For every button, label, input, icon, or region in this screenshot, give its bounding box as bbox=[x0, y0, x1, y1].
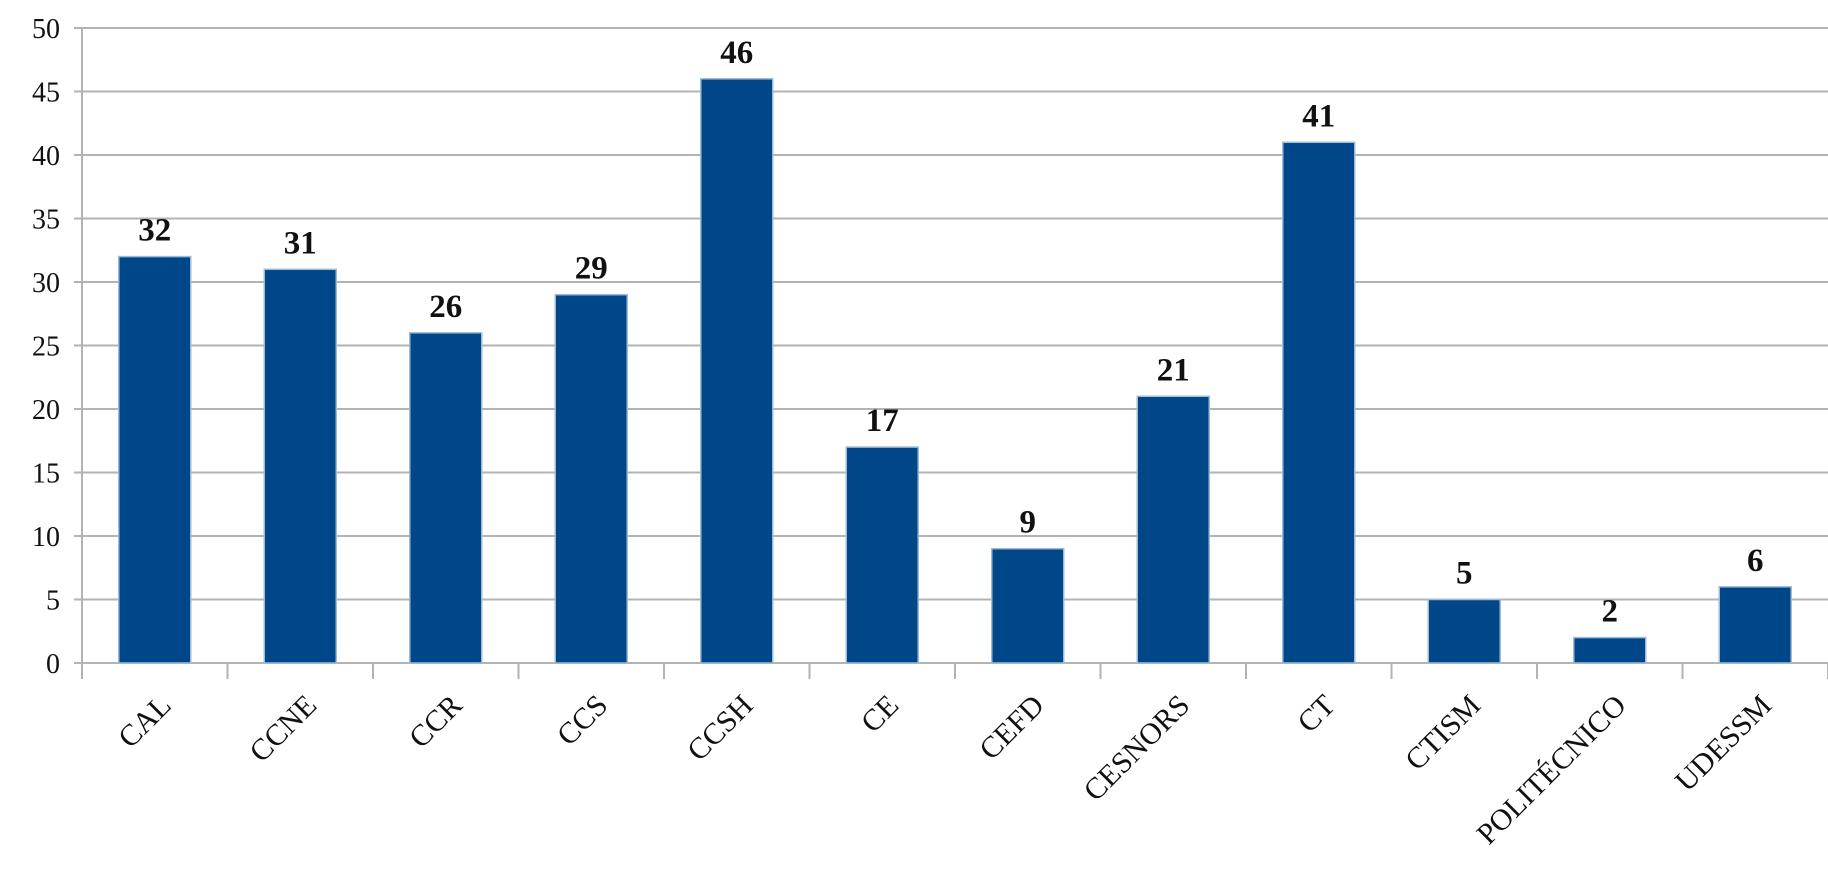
y-tick-label: 35 bbox=[32, 205, 60, 236]
category-label: CCNE bbox=[243, 689, 323, 769]
bar-cefd bbox=[991, 547, 1065, 664]
category-label: CEFD bbox=[973, 689, 1051, 767]
bar-udessm bbox=[1718, 586, 1792, 664]
bar-cesnors bbox=[1136, 395, 1210, 664]
category-label: POLITÉCNICO bbox=[1470, 689, 1632, 851]
category-label: CCSH bbox=[681, 689, 760, 768]
bar-ccr bbox=[409, 332, 483, 664]
data-label: 31 bbox=[284, 225, 317, 261]
y-tick-label: 15 bbox=[32, 459, 60, 490]
category-label: UDESSM bbox=[1669, 689, 1778, 798]
category-label: CT bbox=[1291, 689, 1341, 739]
data-label: 21 bbox=[1157, 352, 1190, 388]
data-label: 9 bbox=[1020, 505, 1037, 541]
bar-ccsh bbox=[700, 78, 774, 664]
y-tick-label: 50 bbox=[32, 14, 60, 45]
data-label: 29 bbox=[575, 251, 608, 287]
bar-ce bbox=[845, 446, 919, 664]
y-tick-label: 40 bbox=[32, 141, 60, 172]
data-label: 5 bbox=[1456, 556, 1473, 592]
category-label: CTISM bbox=[1399, 689, 1487, 777]
data-label: 41 bbox=[1302, 98, 1335, 134]
bars bbox=[118, 78, 1792, 664]
data-label: 17 bbox=[866, 403, 899, 439]
bar-ccne bbox=[263, 268, 337, 664]
y-tick-label: 30 bbox=[32, 268, 60, 299]
bar-ccs bbox=[554, 293, 628, 664]
data-label: 32 bbox=[138, 213, 171, 249]
y-tick-label: 10 bbox=[32, 522, 60, 553]
y-tick-label: 5 bbox=[46, 586, 60, 617]
bar-ct bbox=[1282, 141, 1356, 664]
y-tick-label: 20 bbox=[32, 395, 60, 426]
data-label: 6 bbox=[1747, 543, 1764, 579]
category-label: CE bbox=[855, 689, 905, 739]
bar-politécnico bbox=[1573, 636, 1647, 664]
data-label: 26 bbox=[429, 289, 462, 325]
y-tick-label: 0 bbox=[46, 649, 60, 680]
data-label: 2 bbox=[1602, 594, 1619, 630]
gridlines bbox=[82, 27, 1828, 601]
bar-ctism bbox=[1427, 598, 1501, 664]
category-label: CCR bbox=[403, 689, 469, 755]
y-tick-label: 25 bbox=[32, 332, 60, 363]
y-tick-label: 45 bbox=[32, 78, 60, 109]
category-label: CESNORS bbox=[1077, 689, 1196, 808]
axes bbox=[74, 27, 1828, 679]
bar-cal bbox=[118, 255, 192, 664]
category-label: CCS bbox=[551, 689, 614, 752]
data-label: 46 bbox=[720, 35, 753, 71]
category-label: CAL bbox=[112, 689, 178, 755]
